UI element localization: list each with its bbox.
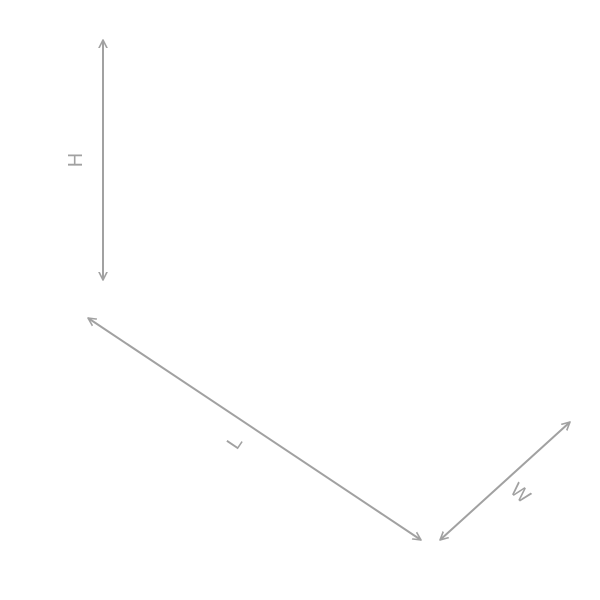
dimension-label-l: L (223, 432, 247, 454)
dimension-line-l (88, 318, 421, 540)
dimension-label-h: H (65, 153, 87, 167)
dimension-label-w: W (506, 479, 535, 508)
dimension-diagram: H L W (0, 0, 600, 600)
dimension-line-w (440, 422, 570, 540)
